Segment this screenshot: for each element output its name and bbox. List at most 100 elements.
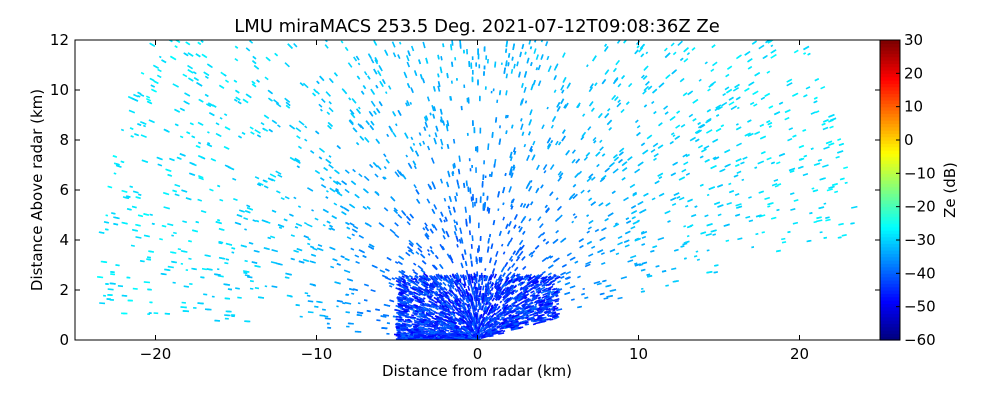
reflectivity-cell	[140, 134, 147, 138]
reflectivity-cell	[497, 295, 501, 299]
reflectivity-cell	[150, 84, 156, 88]
reflectivity-cell	[533, 285, 540, 290]
reflectivity-cell	[503, 297, 510, 303]
reflectivity-cell	[517, 297, 524, 302]
reflectivity-cell	[521, 131, 525, 136]
reflectivity-cell	[440, 118, 443, 122]
reflectivity-cell	[549, 164, 555, 171]
reflectivity-cell	[423, 315, 427, 318]
reflectivity-cell	[670, 42, 675, 47]
reflectivity-cell	[237, 101, 242, 105]
reflectivity-cell	[510, 289, 515, 294]
reflectivity-cell	[423, 293, 427, 297]
reflectivity-cell	[223, 73, 227, 77]
reflectivity-cell	[547, 264, 554, 269]
reflectivity-cell	[503, 67, 506, 74]
reflectivity-cell	[494, 278, 499, 284]
reflectivity-cell	[514, 289, 519, 294]
reflectivity-cell	[491, 297, 496, 302]
reflectivity-cell	[460, 294, 466, 301]
reflectivity-cell	[509, 167, 513, 172]
reflectivity-cell	[553, 290, 559, 294]
reflectivity-cell	[631, 205, 636, 209]
reflectivity-cell	[386, 159, 390, 163]
reflectivity-cell	[438, 296, 443, 300]
colorbar-segment	[880, 46, 900, 51]
reflectivity-cell	[696, 130, 702, 134]
colorbar-segment	[880, 173, 900, 178]
reflectivity-cell	[234, 221, 242, 226]
reflectivity-cell	[502, 304, 506, 308]
reflectivity-cell	[217, 274, 224, 278]
reflectivity-cell	[590, 84, 594, 88]
reflectivity-cell	[550, 139, 554, 144]
reflectivity-cell	[370, 89, 375, 95]
colorbar-tick-label: −40	[904, 264, 936, 282]
reflectivity-cell	[302, 82, 309, 89]
reflectivity-cell	[463, 315, 468, 321]
reflectivity-cell	[748, 66, 752, 70]
reflectivity-cell	[771, 161, 775, 165]
reflectivity-cell	[391, 277, 396, 281]
reflectivity-cell	[121, 189, 128, 193]
reflectivity-cell	[680, 123, 686, 128]
reflectivity-cell	[628, 82, 633, 88]
reflectivity-cell	[570, 298, 575, 301]
reflectivity-cell	[548, 287, 552, 291]
reflectivity-cell	[197, 154, 205, 159]
reflectivity-cell	[382, 80, 386, 83]
y-tick-label: 0	[59, 331, 69, 349]
reflectivity-cell	[154, 65, 158, 69]
reflectivity-cell	[465, 330, 470, 334]
reflectivity-cell	[97, 276, 104, 279]
reflectivity-cell	[691, 47, 696, 51]
reflectivity-cell	[318, 103, 323, 108]
reflectivity-cell	[813, 96, 818, 100]
reflectivity-cell	[314, 305, 319, 308]
reflectivity-cell	[714, 106, 721, 112]
reflectivity-cell	[471, 337, 478, 340]
reflectivity-cell	[330, 265, 335, 269]
reflectivity-cell	[517, 281, 523, 286]
reflectivity-cell	[588, 253, 594, 257]
reflectivity-cell	[163, 128, 169, 132]
reflectivity-cell	[536, 308, 543, 312]
reflectivity-cell	[233, 197, 238, 202]
reflectivity-cell	[461, 253, 465, 260]
reflectivity-cell	[223, 113, 228, 117]
reflectivity-cell	[523, 315, 529, 319]
reflectivity-cell	[496, 325, 501, 328]
reflectivity-cell	[792, 92, 798, 97]
reflectivity-cell	[545, 297, 552, 301]
reflectivity-cell	[352, 168, 356, 173]
colorbar-segment	[880, 120, 900, 124]
reflectivity-cell	[458, 291, 463, 298]
reflectivity-cell	[427, 145, 431, 151]
reflectivity-cell	[673, 162, 677, 166]
reflectivity-cell	[415, 189, 420, 195]
reflectivity-cell	[409, 320, 413, 323]
reflectivity-cell	[491, 325, 497, 330]
reflectivity-cell	[215, 122, 220, 126]
colorbar-segment	[880, 83, 900, 88]
reflectivity-cell	[689, 136, 697, 142]
reflectivity-cell	[491, 282, 495, 287]
reflectivity-cell	[218, 84, 225, 89]
reflectivity-cell	[264, 180, 268, 183]
reflectivity-cell	[458, 155, 461, 162]
reflectivity-cell	[513, 150, 517, 155]
reflectivity-cell	[217, 133, 221, 137]
reflectivity-cell	[489, 322, 494, 326]
reflectivity-cell	[404, 132, 409, 139]
reflectivity-cell	[412, 142, 416, 146]
reflectivity-cell	[260, 122, 265, 126]
reflectivity-cell	[369, 163, 374, 169]
reflectivity-cell	[521, 84, 524, 87]
reflectivity-cell	[500, 310, 506, 316]
reflectivity-cell	[446, 121, 449, 125]
reflectivity-cell	[815, 219, 823, 223]
reflectivity-cell	[420, 74, 423, 79]
reflectivity-cell	[529, 293, 534, 298]
reflectivity-cell	[425, 232, 430, 238]
